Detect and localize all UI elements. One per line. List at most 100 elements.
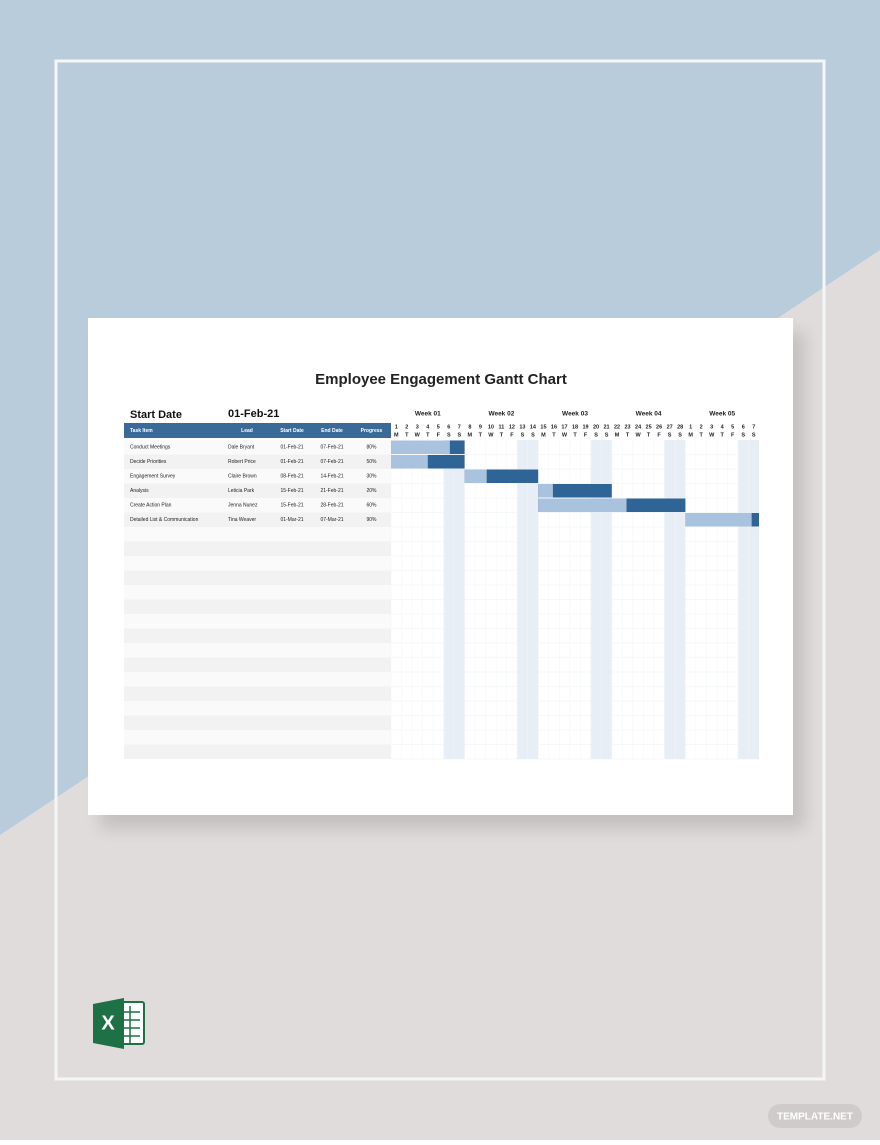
day-number: 8 (468, 424, 471, 430)
weekend-column (454, 440, 465, 759)
weekday: F (437, 432, 441, 438)
weekday: S (741, 432, 745, 438)
day-number: 9 (479, 424, 482, 430)
weekday: W (635, 432, 641, 438)
table-cell: 01-Feb-21 (280, 445, 303, 451)
gantt-bar-progress (391, 455, 428, 469)
weekday: W (562, 432, 568, 438)
weekday: T (647, 432, 651, 438)
weekend-column (601, 440, 612, 759)
day-number: 3 (416, 424, 419, 430)
weekday: S (594, 432, 598, 438)
title: Employee Engagement Gantt Chart (315, 371, 567, 388)
day-number: 2 (700, 424, 703, 430)
table-cell: 07-Feb-21 (320, 445, 343, 451)
day-number: 11 (498, 424, 504, 430)
row-band (124, 599, 391, 614)
row-band (124, 614, 391, 629)
weekend-column (664, 440, 675, 759)
weekday: M (541, 432, 546, 438)
weekday: T (626, 432, 630, 438)
week-label: Week 05 (709, 411, 735, 418)
day-number: 5 (437, 424, 440, 430)
day-number: 23 (625, 424, 631, 430)
table-cell: 50% (366, 459, 377, 465)
weekday: S (752, 432, 756, 438)
weekday: S (521, 432, 525, 438)
table-cell: Tina Weaver (228, 517, 256, 523)
week-label: Week 02 (488, 411, 514, 418)
header-cell: Lead (241, 428, 253, 434)
weekend-column (527, 440, 539, 759)
table-cell: 14-Feb-21 (320, 474, 343, 480)
day-number: 13 (519, 424, 525, 430)
day-number: 21 (603, 424, 609, 430)
weekend-column (517, 440, 528, 759)
table-cell: Leticia Park (228, 488, 255, 494)
week-label: Week 03 (562, 411, 588, 418)
weekend-column (737, 440, 749, 759)
weekday: F (584, 432, 588, 438)
weekend-column (590, 440, 602, 759)
row-band (124, 686, 391, 701)
table-cell: 07-Mar-21 (320, 517, 343, 523)
row-band (124, 672, 391, 687)
frame (54, 59, 826, 1081)
day-number: 20 (593, 424, 599, 430)
table-cell: Detailed List & Communication (130, 517, 199, 523)
row-band (124, 527, 391, 542)
weekday: S (458, 432, 462, 438)
weekday: T (699, 432, 703, 438)
weekday: W (709, 432, 715, 438)
day-number: 2 (405, 424, 408, 430)
row-band (124, 498, 391, 513)
weekday: T (426, 432, 430, 438)
header-cell: Start Date (280, 428, 304, 434)
table-cell: Create Action Plan (130, 503, 172, 509)
gantt-bar-progress (538, 484, 553, 498)
watermark: TEMPLATE.NET (777, 1112, 853, 1123)
table-cell: 30% (366, 474, 377, 480)
day-number: 7 (458, 424, 461, 430)
row-band (124, 483, 391, 498)
table-cell: 80% (366, 445, 377, 451)
weekday: S (531, 432, 535, 438)
table-cell: 15-Feb-21 (280, 488, 303, 494)
weekday: M (615, 432, 620, 438)
weekday: S (447, 432, 451, 438)
day-number: 17 (561, 424, 567, 430)
weekday: F (510, 432, 514, 438)
header-cell: Progress (361, 428, 383, 434)
day-number: 4 (426, 424, 430, 430)
start-date-label: Start Date (130, 409, 182, 421)
table-cell: 08-Feb-21 (280, 474, 303, 480)
gantt-bar-remaining (538, 484, 612, 498)
weekend-column (674, 440, 686, 759)
day-number: 1 (395, 424, 398, 430)
table-cell: Dale Bryant (228, 445, 255, 451)
excel-icon: X (93, 998, 145, 1049)
weekday: S (678, 432, 682, 438)
start-date-value: 01-Feb-21 (228, 408, 279, 420)
day-number: 12 (509, 424, 515, 430)
day-number: 6 (742, 424, 745, 430)
row-band (124, 512, 391, 527)
table-cell: 28-Feb-21 (320, 503, 343, 509)
day-number: 26 (656, 424, 662, 430)
header-cell: Task Item (130, 428, 153, 434)
day-number: 7 (752, 424, 755, 430)
week-label: Week 01 (415, 411, 441, 418)
svg-text:X: X (101, 1012, 115, 1034)
weekday: S (668, 432, 672, 438)
weekday: T (405, 432, 409, 438)
weekday: T (500, 432, 504, 438)
day-number: 4 (721, 424, 725, 430)
watermark-badge (768, 1104, 862, 1128)
gantt-bar-progress (464, 469, 487, 483)
table-cell: 90% (366, 517, 377, 523)
day-number: 5 (731, 424, 734, 430)
weekday: F (731, 432, 735, 438)
week-label: Week 04 (636, 411, 662, 418)
